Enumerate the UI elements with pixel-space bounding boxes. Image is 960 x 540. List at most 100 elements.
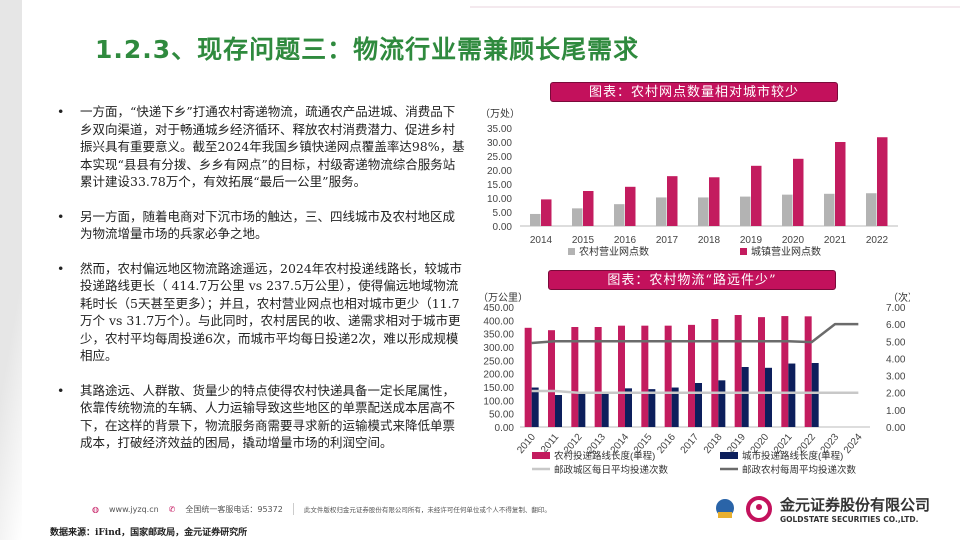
y-tick-label: 450.00 [483,303,514,314]
y-tick-label: 200.00 [483,370,514,381]
bullet-item: 其路途远、人群散、货量少的特点使得农村快递具备一定长尾属性，依靠传统物流的车辆、… [55,382,465,452]
legend-swatch [740,248,747,255]
page-title: 1.2.3、现存问题三：物流行业需兼顾长尾需求 [95,35,640,64]
y-tick-label: 30.00 [487,138,512,149]
y-tick-label: 50.00 [489,410,514,421]
line-rural-weekly [531,322,859,345]
y-tick-label: 20.00 [487,166,512,177]
bar-rural-route [594,327,602,427]
y-tick-label: 300.00 [483,343,514,354]
y2-axis-label: （次） [888,291,910,304]
y-tick-label: 150.00 [483,383,514,394]
bar-urban-route [625,388,632,427]
logo-emblem-icon [716,499,734,518]
y2-tick-label: 5.00 [886,337,906,348]
bar-rural-route [571,327,579,427]
bar-urban [835,142,846,226]
bar-urban-route [788,363,796,427]
logo-heart-icon [746,496,772,522]
legend-label: 城镇营业网点数 [751,245,821,258]
chart2-caption: 图表：农村物流“路远件少” [548,270,836,290]
bullet-list: 一方面，“快递下乡”打通农村寄递物流，疏通农产品进城、消费品下乡双向渠道，对于畅… [55,103,465,469]
company-name-cn: 金元证券股份有限公司 [780,496,931,514]
bar-rural [824,193,835,226]
y-tick-label: 10.00 [487,194,512,205]
bar-rural [740,196,751,226]
legend-swatch [720,452,738,459]
bar-urban [625,186,636,226]
bar-rural [614,204,625,226]
chart-rural-outlets: （万处） 0.00 5.00 10.00 15.00 20.00 25.00 30.00 35.… [480,108,898,258]
hotline: 全国统一客服电话：95372 [185,504,283,514]
decorative-stripe [0,0,22,540]
y-tick-label: 5.00 [493,208,513,219]
bar-urban [541,199,552,226]
bar-urban-route [555,395,562,427]
bar-rural [572,208,583,226]
bar-urban-route [811,363,819,427]
bullet-item: 然而，农村偏远地区物流路途遥远，2024年农村投递线路长，较城市投递路线更长（ … [55,260,465,365]
y-tick-label: 100.00 [483,396,514,407]
x-tick-label: 2021 [824,235,847,246]
legend-label: 邮政城区每日平均投递次数 [554,464,669,476]
y-tick-label: 0.00 [495,423,515,434]
bar-urban [667,176,678,226]
bar-urban-route [671,387,679,427]
data-source: 数据来源：iFind，国家邮政局，金元证券研究所 [50,528,248,538]
phone-icon: ✆ [168,504,176,514]
y-tick-label: 250.00 [483,356,514,367]
bar-urban-route [648,389,656,427]
x-tick-label: 2015 [572,235,595,246]
copyright: 此文件版权归金元证券股份有限公司所有，未经许可任何单位或个人不得复制、翻印。 [303,506,551,514]
y-axis-label: （万公里） [478,292,528,304]
y2-tick-label: 0.00 [886,423,906,434]
bar-urban [583,191,594,226]
divider [292,503,294,515]
legend-label: 农村营业网点数 [579,245,649,258]
y-tick-label: 35.00 [487,124,512,135]
x-tick-label: 2016 [655,432,678,456]
y2-tick-label: 3.00 [886,372,906,383]
bar-rural-route [641,325,649,427]
bar-urban-route [741,367,749,427]
company-logo: 金元证券股份有限公司 GOLDSTATE SECURITIES CO.,LTD. [712,494,930,524]
bar-urban-route [531,387,539,427]
bar-rural-route [548,330,555,427]
bullet-item: 一方面，“快递下乡”打通农村寄递物流，疏通农产品进城、消费品下乡双向渠道，对于畅… [55,103,465,191]
bar-urban-route [601,392,609,427]
x-tick-label: 2017 [656,235,679,246]
bar-rural [698,197,709,226]
legend-label: 城市投递路线长度(单程) [742,450,843,462]
y-axis-label: （万处） [480,108,520,120]
bar-urban [793,158,804,226]
legend-swatch [568,248,575,255]
y2-tick-label: 6.00 [886,320,906,331]
bar-rural-route [758,317,765,427]
globe-icon: ◍ [92,504,99,514]
footer: ◍ www.jyzq.cn ✆ 全国统一客服电话：95372 此文件版权归金元证… [92,503,551,515]
bar-rural [866,193,877,226]
bar-rural-route [688,324,695,427]
legend-label: 邮政农村每周平均投递次数 [742,464,857,476]
website-link[interactable]: www.jyzq.cn [108,504,159,514]
y2-tick-label: 4.00 [886,354,906,365]
bar-rural-route [781,316,789,427]
x-tick-label: 2024 [842,432,865,456]
y-tick-label: 15.00 [487,180,512,191]
company-name-en: GOLDSTATE SECURITIES CO.,LTD. [780,515,919,524]
y2-tick-label: 1.00 [886,406,906,417]
y-tick-label: 25.00 [487,152,512,163]
bar-rural-route [734,315,742,427]
y-tick-label: 0.00 [493,222,513,233]
y-tick-label: 400.00 [483,316,514,327]
bar-urban-route [695,383,702,427]
line-urban-daily [531,389,859,394]
bullet-item: 另一方面，随着电商对下沉市场的触达，三、四线城市及农村地区成为物流增量市场的兵家… [55,208,465,243]
x-tick-label: 2020 [782,235,805,246]
bar-rural [782,194,793,226]
bar-urban [877,137,888,226]
y2-tick-label: 2.00 [886,389,906,400]
bar-urban [751,165,762,226]
bar-rural-route [524,327,532,427]
y-tick-label: 350.00 [483,330,514,341]
